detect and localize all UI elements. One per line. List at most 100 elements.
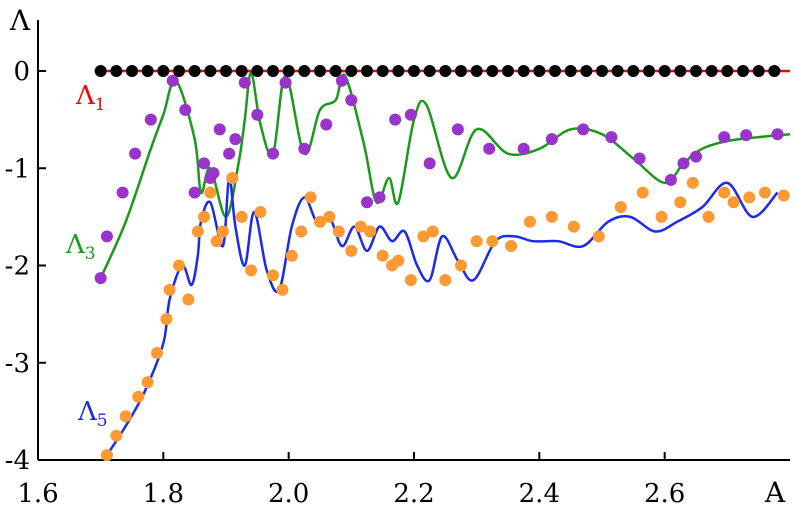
data-point-5 bbox=[323, 210, 336, 223]
data-point-5 bbox=[505, 240, 518, 253]
data-point-1 bbox=[204, 65, 217, 77]
data-point-1 bbox=[235, 65, 248, 77]
data-point-5 bbox=[285, 249, 298, 262]
data-point-5 bbox=[210, 235, 223, 248]
data-point-1 bbox=[439, 65, 452, 77]
data-point-1 bbox=[94, 65, 107, 77]
x-tick-label: 2.0 bbox=[268, 479, 309, 509]
data-point-3 bbox=[267, 147, 279, 160]
series-label-subscript: 3 bbox=[85, 244, 96, 264]
data-point-5 bbox=[592, 230, 605, 243]
data-point-3 bbox=[223, 147, 236, 160]
data-point-1 bbox=[282, 65, 295, 77]
data-point-5 bbox=[314, 215, 326, 228]
data-point-3 bbox=[279, 76, 292, 89]
data-point-5 bbox=[674, 196, 687, 209]
data-point-5 bbox=[636, 186, 649, 199]
x-tick-label: 2.6 bbox=[644, 479, 685, 509]
data-point-5 bbox=[191, 225, 204, 238]
series-line-3 bbox=[99, 71, 791, 279]
data-point-1 bbox=[329, 65, 342, 77]
y-tick-label: -2 bbox=[5, 252, 30, 282]
data-point-5 bbox=[151, 347, 164, 360]
data-point-1 bbox=[376, 65, 389, 77]
data-point-5 bbox=[332, 225, 345, 238]
data-point-3 bbox=[404, 108, 417, 121]
data-point-5 bbox=[426, 225, 439, 238]
data-point-5 bbox=[417, 230, 430, 243]
data-point-1 bbox=[110, 65, 123, 77]
data-point-1 bbox=[721, 65, 734, 77]
data-point-5 bbox=[345, 244, 358, 257]
data-point-3 bbox=[129, 147, 142, 160]
series-label-5: Λ5 bbox=[77, 397, 108, 431]
data-point-5 bbox=[455, 259, 467, 272]
data-point-3 bbox=[213, 123, 226, 136]
data-point-1 bbox=[188, 65, 201, 77]
data-point-1 bbox=[361, 65, 373, 77]
data-point-5 bbox=[295, 225, 308, 238]
data-point-3 bbox=[188, 186, 201, 199]
data-point-1 bbox=[517, 65, 530, 77]
data-point-1 bbox=[486, 65, 499, 77]
data-point-1 bbox=[580, 65, 593, 77]
data-point-5 bbox=[163, 283, 176, 296]
data-point-3 bbox=[94, 272, 107, 285]
data-point-5 bbox=[567, 220, 580, 233]
data-point-5 bbox=[392, 254, 405, 267]
data-point-5 bbox=[235, 210, 248, 223]
data-point-5 bbox=[545, 210, 558, 223]
series-label-main: Λ bbox=[75, 81, 96, 111]
data-point-1 bbox=[455, 65, 467, 77]
data-point-5 bbox=[777, 189, 790, 202]
data-point-1 bbox=[658, 65, 671, 77]
data-point-5 bbox=[354, 220, 367, 233]
data-point-5 bbox=[470, 235, 483, 248]
x-tick-label: 2.2 bbox=[393, 479, 434, 509]
data-point-3 bbox=[251, 108, 264, 121]
x-tick-label: 1.8 bbox=[143, 479, 184, 509]
data-point-3 bbox=[423, 157, 436, 170]
data-point-1 bbox=[737, 65, 749, 77]
series-label-3: Λ3 bbox=[65, 230, 96, 264]
data-point-1 bbox=[267, 65, 279, 77]
data-point-1 bbox=[173, 65, 185, 77]
data-point-5 bbox=[686, 176, 699, 189]
data-point-3 bbox=[718, 131, 731, 144]
data-point-1 bbox=[345, 65, 358, 77]
data-point-1 bbox=[533, 65, 546, 77]
data-point-3 bbox=[116, 186, 129, 199]
data-point-1 bbox=[768, 65, 781, 77]
data-point-3 bbox=[771, 128, 784, 141]
data-point-5 bbox=[614, 201, 627, 214]
y-tick-label: -1 bbox=[5, 154, 30, 184]
data-point-1 bbox=[298, 65, 311, 77]
x-tick-label: 1.6 bbox=[17, 479, 58, 509]
series-label-main: Λ bbox=[77, 397, 98, 427]
data-point-3 bbox=[605, 131, 618, 144]
series-label-1: Λ1 bbox=[75, 81, 106, 115]
data-point-5 bbox=[304, 191, 317, 204]
data-point-1 bbox=[564, 65, 577, 77]
data-point-1 bbox=[220, 65, 232, 77]
data-point-3 bbox=[335, 74, 348, 87]
data-point-3 bbox=[179, 103, 192, 116]
data-point-3 bbox=[100, 230, 113, 243]
data-point-5 bbox=[702, 210, 715, 223]
data-point-1 bbox=[611, 65, 624, 77]
data-point-3 bbox=[229, 133, 242, 146]
data-point-1 bbox=[126, 65, 138, 77]
data-point-3 bbox=[207, 167, 220, 180]
data-point-5 bbox=[718, 186, 731, 199]
data-point-5 bbox=[267, 269, 279, 282]
data-point-5 bbox=[727, 196, 740, 209]
data-point-1 bbox=[752, 65, 765, 77]
x-tick-label: 2.4 bbox=[519, 479, 560, 509]
data-point-5 bbox=[160, 312, 173, 325]
series-label-subscript: 5 bbox=[97, 411, 108, 431]
axes: 1.6 1.8 2.0 2.2 2.4 2.6 A 0 -1 -2 -3 -4 Λ bbox=[5, 4, 790, 509]
data-point-3 bbox=[373, 191, 386, 204]
data-point-1 bbox=[251, 65, 264, 77]
series-lines bbox=[99, 69, 791, 456]
